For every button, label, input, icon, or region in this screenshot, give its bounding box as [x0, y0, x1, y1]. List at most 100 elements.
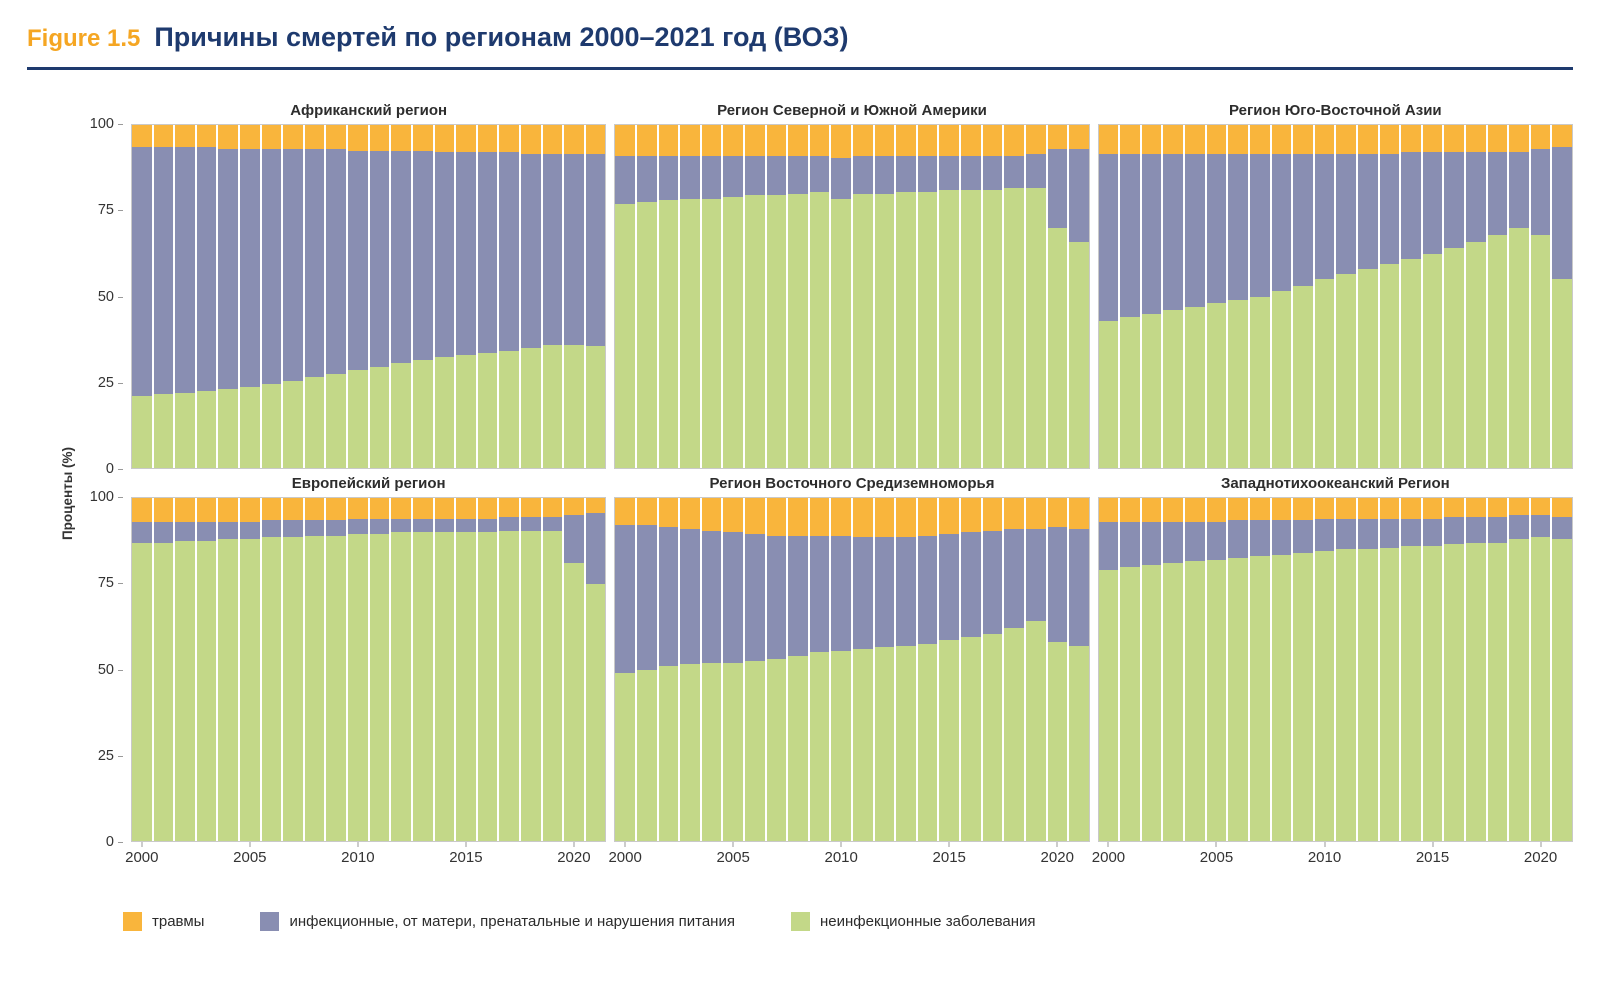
stacked-bar-2005[interactable]: [240, 125, 260, 468]
stacked-bar-2003[interactable]: [680, 125, 700, 468]
stacked-bar-2011[interactable]: [1336, 498, 1356, 841]
stacked-bar-2000[interactable]: [132, 125, 152, 468]
stacked-bar-2012[interactable]: [874, 125, 895, 468]
stacked-bar-2013[interactable]: [896, 498, 916, 841]
stacked-bar-2015[interactable]: [1422, 125, 1443, 468]
stacked-bar-2013[interactable]: [412, 125, 433, 468]
stacked-bar-2000[interactable]: [1098, 498, 1119, 841]
stacked-bar-2002[interactable]: [1141, 498, 1162, 841]
stacked-bar-2006[interactable]: [744, 125, 765, 468]
stacked-bar-2019[interactable]: [1025, 498, 1046, 841]
stacked-bar-2001[interactable]: [153, 125, 174, 468]
stacked-bar-2016[interactable]: [477, 125, 498, 468]
stacked-bar-2017[interactable]: [1466, 498, 1486, 841]
stacked-bar-2013[interactable]: [1379, 498, 1400, 841]
stacked-bar-2018[interactable]: [1487, 498, 1508, 841]
stacked-bar-2019[interactable]: [1509, 125, 1529, 468]
stacked-bar-2000[interactable]: [1098, 125, 1119, 468]
stacked-bar-2003[interactable]: [680, 498, 700, 841]
stacked-bar-2016[interactable]: [961, 498, 981, 841]
stacked-bar-2010[interactable]: [831, 498, 852, 841]
stacked-bar-2014[interactable]: [434, 125, 455, 468]
stacked-bar-2019[interactable]: [542, 125, 563, 468]
stacked-bar-2017[interactable]: [1466, 125, 1486, 468]
stacked-bar-2018[interactable]: [1487, 125, 1508, 468]
stacked-bar-2008[interactable]: [1271, 498, 1292, 841]
stacked-bar-2008[interactable]: [788, 125, 808, 468]
stacked-bar-2000[interactable]: [615, 125, 635, 468]
stacked-bar-2020[interactable]: [1530, 498, 1551, 841]
stacked-bar-2010[interactable]: [348, 498, 368, 841]
stacked-bar-2000[interactable]: [132, 498, 152, 841]
stacked-bar-2009[interactable]: [326, 125, 347, 468]
stacked-bar-2021[interactable]: [585, 125, 606, 468]
stacked-bar-2001[interactable]: [153, 498, 174, 841]
stacked-bar-2020[interactable]: [564, 125, 584, 468]
stacked-bar-2012[interactable]: [1357, 498, 1378, 841]
stacked-bar-2002[interactable]: [175, 498, 195, 841]
stacked-bar-2010[interactable]: [831, 125, 852, 468]
stacked-bar-2002[interactable]: [658, 498, 679, 841]
stacked-bar-2005[interactable]: [723, 498, 743, 841]
stacked-bar-2007[interactable]: [283, 125, 303, 468]
stacked-bar-2007[interactable]: [766, 498, 787, 841]
stacked-bar-2011[interactable]: [369, 125, 390, 468]
stacked-bar-2008[interactable]: [788, 498, 808, 841]
stacked-bar-2004[interactable]: [1185, 125, 1205, 468]
stacked-bar-2015[interactable]: [456, 125, 476, 468]
stacked-bar-2006[interactable]: [1228, 125, 1248, 468]
stacked-bar-2010[interactable]: [1314, 498, 1335, 841]
stacked-bar-2018[interactable]: [1004, 498, 1024, 841]
stacked-bar-2021[interactable]: [1552, 498, 1572, 841]
stacked-bar-2009[interactable]: [1293, 498, 1313, 841]
stacked-bar-2013[interactable]: [896, 125, 916, 468]
stacked-bar-2016[interactable]: [477, 498, 498, 841]
stacked-bar-2005[interactable]: [1206, 498, 1227, 841]
stacked-bar-2020[interactable]: [1047, 125, 1068, 468]
stacked-bar-2006[interactable]: [744, 498, 765, 841]
stacked-bar-2020[interactable]: [1530, 125, 1551, 468]
stacked-bar-2000[interactable]: [615, 498, 635, 841]
stacked-bar-2012[interactable]: [391, 498, 411, 841]
stacked-bar-2003[interactable]: [1163, 125, 1184, 468]
stacked-bar-2006[interactable]: [261, 498, 282, 841]
stacked-bar-2001[interactable]: [1120, 125, 1140, 468]
stacked-bar-2012[interactable]: [874, 498, 895, 841]
stacked-bar-2021[interactable]: [1552, 125, 1572, 468]
stacked-bar-2014[interactable]: [1401, 125, 1421, 468]
stacked-bar-2003[interactable]: [196, 498, 217, 841]
stacked-bar-2015[interactable]: [939, 498, 960, 841]
stacked-bar-2003[interactable]: [1163, 498, 1184, 841]
stacked-bar-2007[interactable]: [283, 498, 303, 841]
stacked-bar-2016[interactable]: [961, 125, 981, 468]
stacked-bar-2013[interactable]: [1379, 125, 1400, 468]
stacked-bar-2019[interactable]: [1025, 125, 1046, 468]
stacked-bar-2018[interactable]: [520, 498, 541, 841]
stacked-bar-2011[interactable]: [369, 498, 390, 841]
stacked-bar-2011[interactable]: [853, 125, 873, 468]
stacked-bar-2001[interactable]: [636, 498, 657, 841]
stacked-bar-2017[interactable]: [982, 125, 1003, 468]
stacked-bar-2016[interactable]: [1444, 125, 1465, 468]
stacked-bar-2007[interactable]: [766, 125, 787, 468]
stacked-bar-2020[interactable]: [1047, 498, 1068, 841]
stacked-bar-2002[interactable]: [175, 125, 195, 468]
stacked-bar-2008[interactable]: [1271, 125, 1292, 468]
stacked-bar-2014[interactable]: [1401, 498, 1421, 841]
stacked-bar-2009[interactable]: [809, 125, 830, 468]
stacked-bar-2011[interactable]: [853, 498, 873, 841]
stacked-bar-2007[interactable]: [1249, 125, 1270, 468]
stacked-bar-2004[interactable]: [218, 498, 239, 841]
stacked-bar-2014[interactable]: [434, 498, 455, 841]
stacked-bar-2009[interactable]: [1293, 125, 1313, 468]
stacked-bar-2002[interactable]: [1141, 125, 1162, 468]
stacked-bar-2005[interactable]: [240, 498, 260, 841]
stacked-bar-2008[interactable]: [304, 125, 325, 468]
stacked-bar-2017[interactable]: [499, 498, 519, 841]
stacked-bar-2016[interactable]: [1444, 498, 1465, 841]
stacked-bar-2014[interactable]: [917, 125, 938, 468]
stacked-bar-2013[interactable]: [412, 498, 433, 841]
stacked-bar-2019[interactable]: [1509, 498, 1529, 841]
stacked-bar-2005[interactable]: [723, 125, 743, 468]
stacked-bar-2011[interactable]: [1336, 125, 1356, 468]
